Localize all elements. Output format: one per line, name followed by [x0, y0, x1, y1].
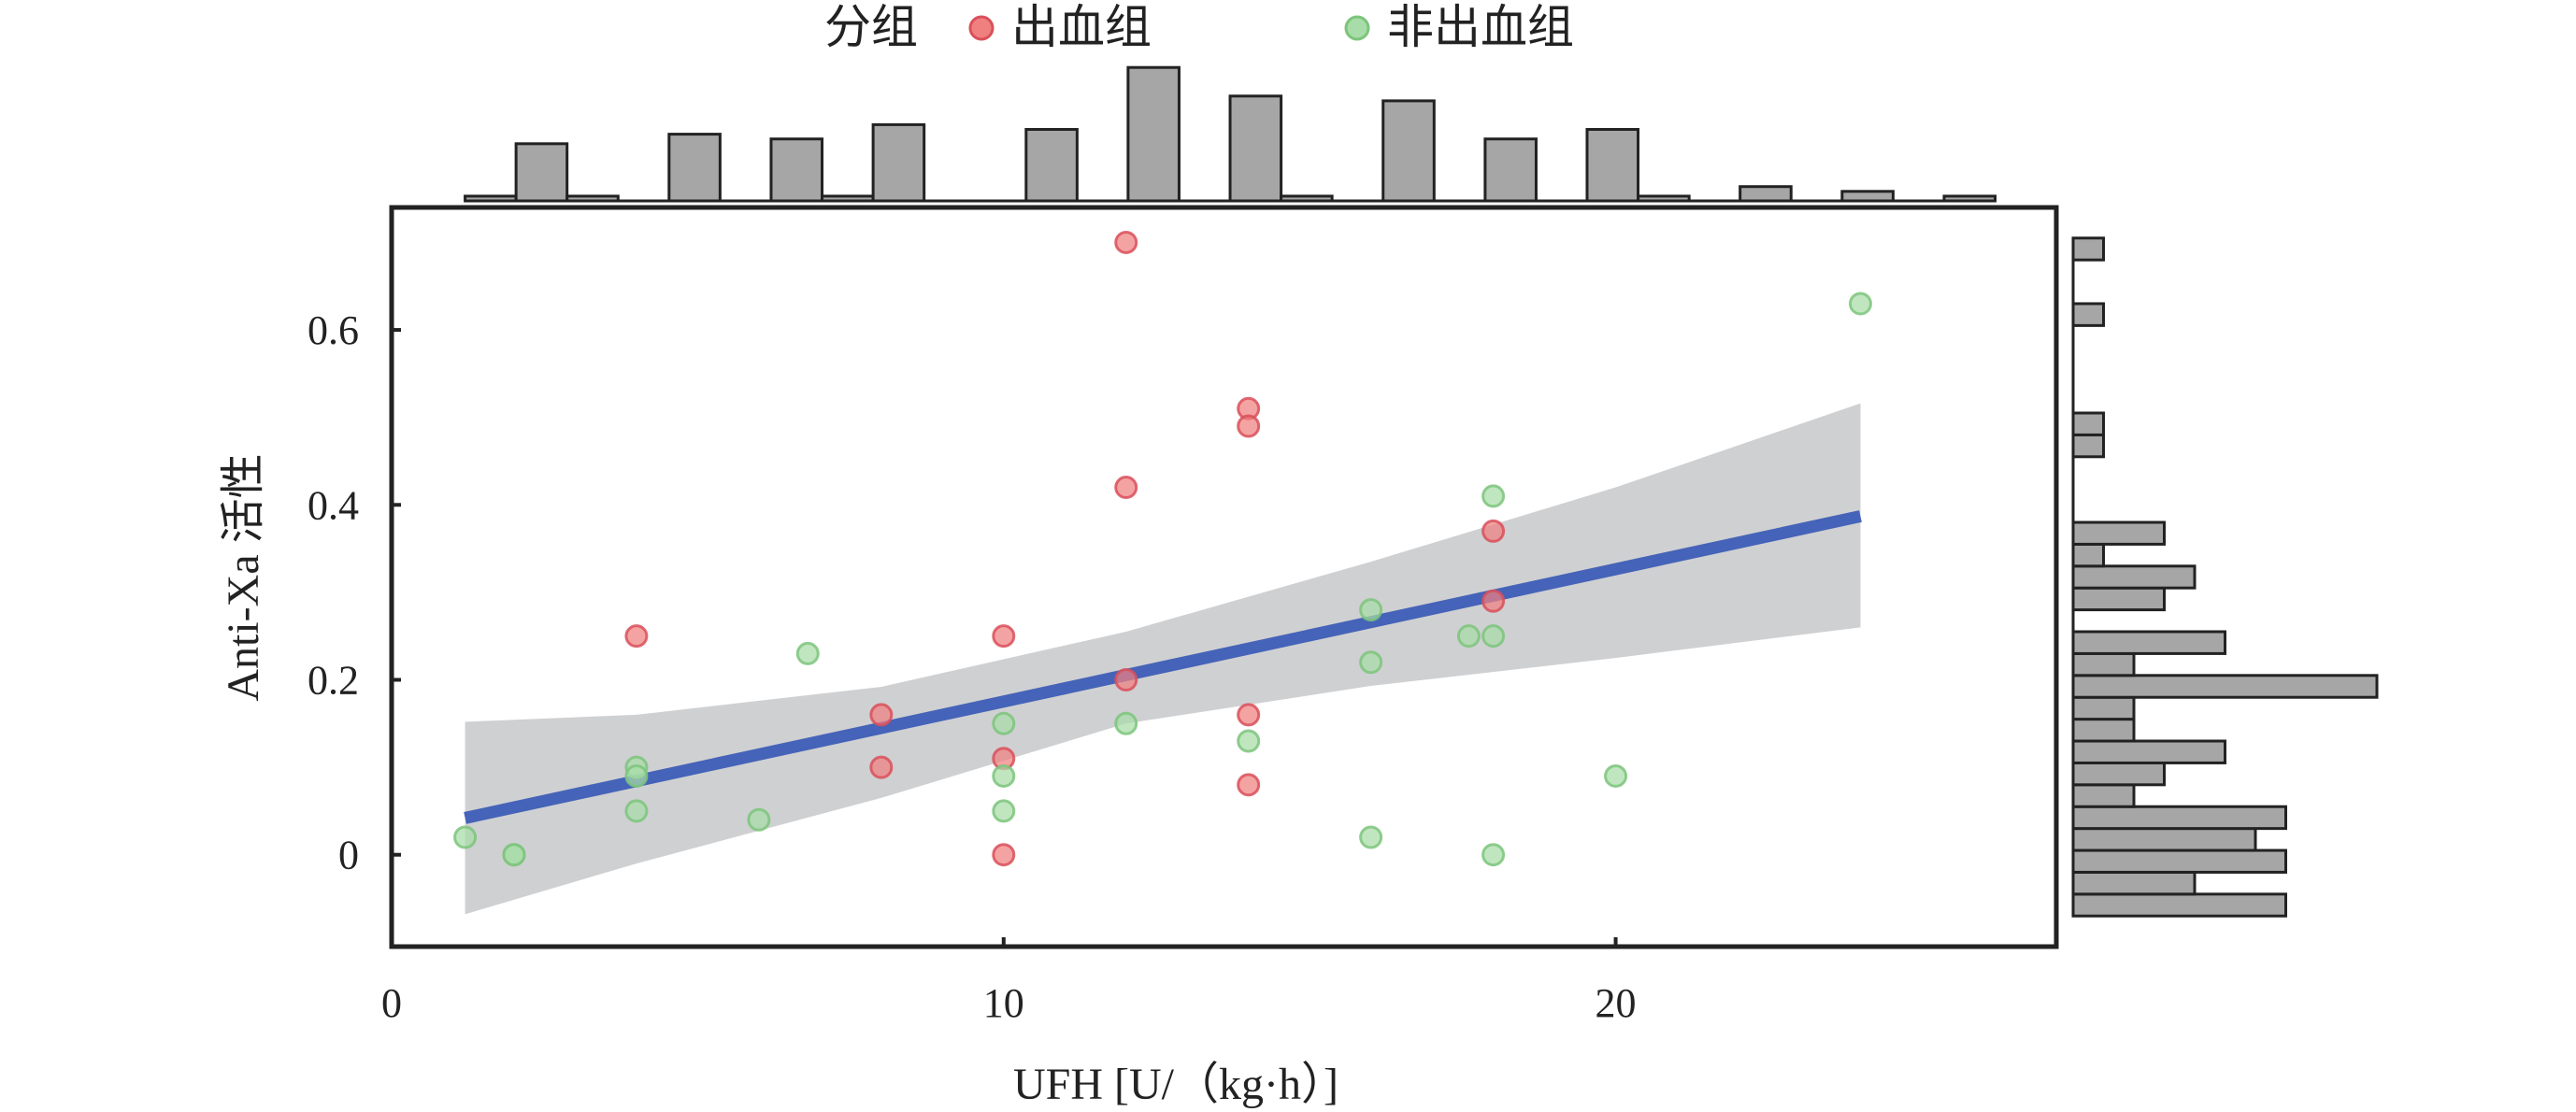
- point-non-bleeding-7: [795, 641, 820, 665]
- plot-frame: [389, 205, 2059, 949]
- x-hist-bar-10: [1280, 194, 1334, 203]
- point-bleeding-12: [1237, 773, 1261, 797]
- point-non-bleeding-5: [624, 799, 649, 823]
- point-non-bleeding-0: [453, 825, 478, 849]
- point-bleeding-10: [1237, 414, 1261, 438]
- y-tick-label-2: 0.4: [308, 482, 359, 528]
- y-hist-bar-17: [2071, 433, 2105, 459]
- point-non-bleeding-15: [1359, 825, 1383, 849]
- x-hist-bar-7: [1024, 128, 1079, 203]
- point-non-bleeding-21: [1848, 292, 1872, 316]
- y-hist-bar-16: [2071, 520, 2166, 546]
- point-bleeding-7: [1114, 476, 1138, 500]
- x-hist-bar-15: [1739, 185, 1793, 203]
- legend: 分组 出血组 非出血组: [824, 1, 1574, 53]
- y-hist-bar-8: [2071, 718, 2136, 743]
- y-axis: 0 0.2 0.4 0.6: [308, 307, 401, 878]
- point-non-bleeding-16: [1456, 624, 1481, 649]
- y-hist-bar-14: [2071, 564, 2197, 590]
- y-hist-bar-11: [2071, 651, 2136, 677]
- point-bleeding-1: [869, 703, 894, 727]
- legend-marker-bleeding: [968, 15, 995, 41]
- y-hist-bar-18: [2071, 411, 2105, 436]
- legend-marker-non-bleeding: [1344, 15, 1370, 41]
- point-non-bleeding-2: [502, 843, 526, 867]
- point-non-bleeding-10: [992, 799, 1016, 823]
- point-non-bleeding-18: [1481, 624, 1506, 649]
- y-hist-bar-6: [2071, 761, 2166, 787]
- point-non-bleeding-4: [624, 763, 649, 788]
- y-hist-bar-10: [2071, 674, 2379, 699]
- point-bleeding-2: [869, 755, 894, 779]
- x-hist-bar-16: [1840, 190, 1895, 203]
- y-tick-label-0: 0: [338, 833, 359, 878]
- x-marginal-histogram: [464, 65, 1997, 203]
- y-axis-title: Anti-Xa 活性: [219, 453, 268, 701]
- x-hist-bar-9: [1228, 94, 1283, 203]
- x-hist-bar-3: [667, 133, 722, 203]
- y-hist-bar-19: [2071, 302, 2105, 327]
- y-marginal-histogram: [2071, 236, 2379, 918]
- legend-title: 分组: [824, 1, 918, 53]
- y-hist-bar-4: [2071, 805, 2287, 831]
- x-tick-label-1: 10: [983, 980, 1024, 1026]
- point-non-bleeding-19: [1481, 843, 1506, 867]
- x-hist-bar-17: [1942, 194, 1997, 203]
- x-hist-bar-14: [1637, 194, 1691, 203]
- legend-label-non-bleeding: 非出血组: [1387, 1, 1574, 53]
- x-hist-bar-5: [821, 194, 875, 203]
- point-bleeding-14: [1481, 589, 1506, 613]
- point-bleeding-0: [624, 624, 649, 649]
- point-non-bleeding-17: [1481, 484, 1506, 508]
- x-axis-title: UFH [U/（kg·h）]: [1013, 1060, 1338, 1109]
- point-bleeding-11: [1237, 703, 1261, 727]
- point-bleeding-13: [1481, 519, 1506, 543]
- point-bleeding-5: [992, 843, 1016, 867]
- point-non-bleeding-6: [747, 807, 771, 832]
- legend-label-bleeding: 出血组: [1011, 1, 1152, 53]
- x-hist-bar-6: [871, 122, 926, 203]
- x-hist-bar-2: [565, 194, 620, 203]
- x-tick-label-0: 0: [381, 980, 402, 1026]
- point-bleeding-6: [1114, 230, 1138, 254]
- x-hist-bar-8: [1126, 65, 1181, 203]
- point-non-bleeding-20: [1604, 763, 1628, 788]
- point-non-bleeding-14: [1359, 650, 1383, 675]
- x-hist-bar-4: [769, 137, 824, 203]
- x-hist-bar-12: [1483, 137, 1538, 203]
- point-bleeding-3: [992, 624, 1016, 649]
- y-tick-label-1: 0.2: [308, 657, 359, 703]
- y-hist-bar-3: [2071, 827, 2257, 852]
- y-hist-bar-1: [2071, 870, 2197, 896]
- y-hist-bar-0: [2071, 892, 2287, 918]
- confidence-band: [465, 403, 1861, 915]
- point-non-bleeding-13: [1359, 598, 1383, 622]
- plot-area: [389, 205, 2059, 949]
- regression-line: [464, 510, 1862, 824]
- point-bleeding-8: [1114, 667, 1138, 691]
- x-hist-bar-1: [514, 142, 569, 203]
- point-non-bleeding-9: [992, 763, 1016, 788]
- y-hist-bar-7: [2071, 739, 2226, 764]
- data-points: [453, 230, 1872, 867]
- y-hist-bar-9: [2071, 695, 2136, 721]
- y-hist-bar-5: [2071, 783, 2136, 808]
- x-axis: 0 10 20: [381, 937, 1637, 1026]
- x-hist-bar-13: [1585, 128, 1640, 203]
- x-tick-label-2: 20: [1596, 980, 1637, 1026]
- y-hist-bar-2: [2071, 848, 2287, 874]
- point-non-bleeding-12: [1237, 729, 1261, 753]
- y-hist-bar-13: [2071, 586, 2166, 612]
- x-hist-bar-11: [1381, 99, 1436, 203]
- y-hist-bar-15: [2071, 542, 2105, 568]
- y-hist-bar-20: [2071, 236, 2105, 262]
- y-hist-bar-12: [2071, 630, 2226, 655]
- point-non-bleeding-11: [1114, 711, 1138, 735]
- y-tick-label-3: 0.6: [308, 307, 359, 353]
- point-non-bleeding-8: [992, 711, 1016, 735]
- x-hist-bar-0: [464, 194, 518, 203]
